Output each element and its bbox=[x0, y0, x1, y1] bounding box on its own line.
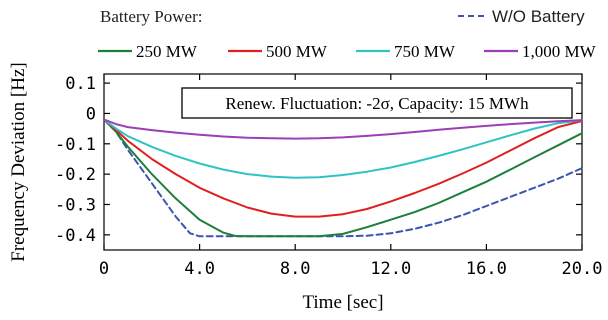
legend-label: 500 MW bbox=[266, 42, 328, 61]
legend-label: 1,000 MW bbox=[522, 42, 597, 61]
x-tick-label: 16.0 bbox=[466, 259, 507, 279]
annotation-box bbox=[181, 87, 573, 119]
y-tick-label: -0.2 bbox=[55, 165, 96, 185]
y-tick-label: -0.3 bbox=[55, 195, 96, 215]
series-line-1-000-mw bbox=[103, 118, 583, 140]
x-axis-label: Time [sec] bbox=[302, 292, 383, 313]
x-tick-label: 4.0 bbox=[184, 259, 215, 279]
x-tick-label: 20.0 bbox=[562, 259, 603, 279]
annotation-text: Renew. Fluctuation: -2σ, Capacity: 15 MW… bbox=[225, 94, 529, 113]
legend: W/O Battery 250 MW 500 MW 750 MW 1,000 MW bbox=[98, 7, 597, 61]
x-tick-label: 12.0 bbox=[370, 259, 411, 279]
legend-label: 750 MW bbox=[394, 42, 456, 61]
series-layer bbox=[103, 118, 583, 238]
plot-frame bbox=[103, 73, 583, 251]
legend-label: 250 MW bbox=[136, 42, 198, 61]
series-line-750-mw bbox=[103, 118, 583, 179]
y-axis: 0.1 0 -0.1 -0.2 -0.3 -0.4 bbox=[55, 74, 582, 246]
series-line-w-o-battery bbox=[103, 118, 583, 238]
x-tick-label: 8.0 bbox=[280, 259, 311, 279]
legend-label: W/O Battery bbox=[492, 7, 585, 26]
series-line-500-mw bbox=[103, 118, 583, 218]
y-tick-label: -0.1 bbox=[55, 135, 96, 155]
y-axis-label: Frequency Deviation [Hz] bbox=[8, 62, 29, 261]
y-tick-label: 0 bbox=[86, 104, 96, 124]
y-tick-label: 0.1 bbox=[65, 74, 96, 94]
x-axis: 0 4.0 8.0 12.0 16.0 20.0 bbox=[99, 74, 603, 279]
legend-title: Battery Power: bbox=[100, 7, 202, 26]
y-tick-label: -0.4 bbox=[55, 226, 96, 246]
x-tick-label: 0 bbox=[99, 259, 109, 279]
series-line-250-mw bbox=[103, 118, 583, 238]
